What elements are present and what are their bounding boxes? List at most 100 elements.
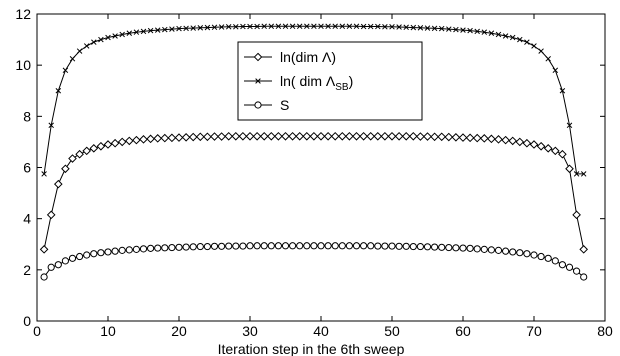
data-point [126,247,132,253]
legend-label-subscript: SB [335,82,349,93]
legend-label-main: ln( dim Λ [280,73,336,89]
data-point [339,243,345,249]
y-tick-label: 4 [23,211,31,227]
data-point [510,249,516,255]
data-point [581,274,587,280]
data-point [219,243,225,249]
data-point [523,140,530,147]
data-point [410,133,417,140]
data-point [574,268,580,274]
data-point [233,243,239,249]
data-point [48,211,55,218]
data-point [339,133,346,140]
data-point [396,243,402,249]
x-tick-label: 60 [455,323,471,339]
data-point [275,243,281,249]
data-point [545,145,552,152]
data-point [211,133,218,140]
data-point [346,133,353,140]
data-point [105,249,111,255]
data-point [190,244,196,250]
data-point [168,134,175,141]
data-point [360,133,367,140]
data-point [247,243,253,249]
data-point [77,253,83,259]
data-point [268,243,274,249]
data-point [381,133,388,140]
data-point [303,133,310,140]
data-point [69,255,75,261]
series-circle [41,243,587,280]
data-point [382,243,388,249]
data-point [388,133,395,140]
data-point [573,211,580,218]
data-point [55,181,62,188]
legend-label-main: S [280,97,289,113]
data-point [97,143,104,150]
data-point [467,134,474,141]
data-point [452,134,459,141]
data-point [218,133,225,140]
data-point [367,133,374,140]
data-point [197,133,204,140]
data-point [77,49,82,54]
data-point [190,133,197,140]
data-point [474,246,480,252]
data-point [104,141,111,148]
data-point [460,245,466,251]
data-point [289,133,296,140]
data-point [90,145,97,152]
data-point [353,133,360,140]
data-point [290,243,296,249]
data-point [509,137,516,144]
data-point [304,243,310,249]
data-point [98,250,104,256]
data-point [318,243,324,249]
data-point [403,133,410,140]
data-point [183,134,190,141]
data-point [325,133,332,140]
data-point [325,243,331,249]
data-point [62,165,69,172]
data-point [559,262,565,268]
data-point [445,133,452,140]
data-point [126,137,133,144]
data-point [239,133,246,140]
data-point [446,244,452,250]
data-point [155,245,161,251]
data-point [261,243,267,249]
data-point [375,243,381,249]
data-point [566,165,573,172]
data-point [517,250,523,256]
series-diamond [41,133,588,253]
data-point [389,243,395,249]
y-tick-label: 6 [23,160,31,176]
data-point [240,243,246,249]
data-point [503,248,509,254]
data-point [91,40,96,45]
data-point [84,44,89,49]
data-point [353,243,359,249]
data-point [169,244,175,250]
data-point [197,243,203,249]
series-line [44,136,584,249]
data-point [403,243,409,249]
data-point [175,134,182,141]
data-point [140,136,147,143]
data-point [162,245,168,251]
data-point [133,137,140,144]
data-point [552,147,559,154]
legend-label-tail: ) [349,73,354,89]
data-point [254,133,261,140]
data-point [232,133,239,140]
data-point [254,243,260,249]
legend-label-main: ln(dim Λ) [280,49,336,65]
y-tick-label: 10 [15,57,31,73]
data-point [481,246,487,252]
data-point [261,133,268,140]
data-point [296,133,303,140]
data-point [268,133,275,140]
data-point [424,133,431,140]
data-point [525,40,530,45]
data-point [467,245,473,251]
